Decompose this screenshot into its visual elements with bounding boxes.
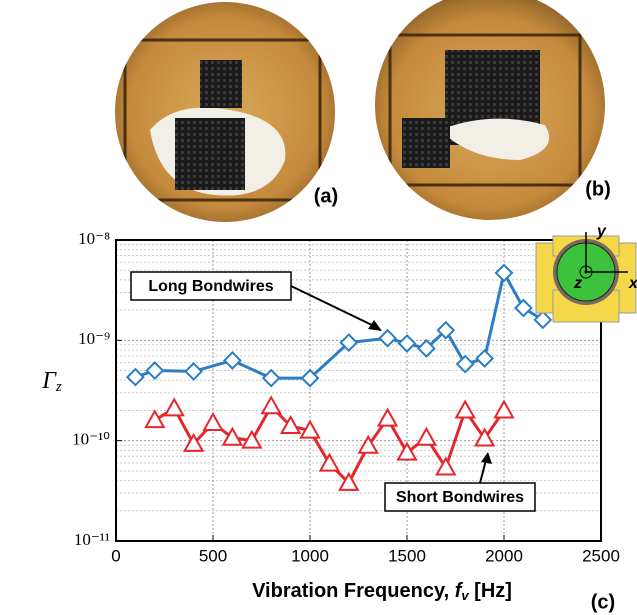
inset-label: y [596, 223, 607, 240]
plot: 10⁻¹¹ 10⁻¹⁰ 10⁻⁹ 10⁻⁸ 0 500 1000 1500 2000 2500 Vi… [41, 229, 620, 604]
x-tick-label: 2000 [485, 546, 523, 565]
marker [147, 363, 163, 379]
annotation: Long Bondwires [148, 278, 273, 295]
marker [457, 356, 473, 372]
marker [165, 399, 183, 415]
y-tick-label: 10⁻⁸ [78, 229, 110, 248]
y-tick-label: 10⁻⁹ [78, 329, 110, 348]
marker [127, 369, 143, 385]
marker [146, 411, 164, 427]
marker [437, 459, 455, 475]
inset [536, 232, 636, 322]
annotation-arrow [480, 460, 486, 483]
x-axis-label-part: [Hz] [469, 580, 512, 602]
marker [477, 350, 493, 366]
marker [417, 429, 435, 445]
x-axis-label-part: Vibration Frequency, [252, 580, 455, 602]
y-axis-label-part: Γ [41, 368, 57, 394]
photo-a [110, 0, 340, 225]
y-tick-label: 10⁻¹¹ [74, 530, 110, 549]
photo-b [370, 0, 610, 225]
marker [262, 397, 280, 413]
x-axis-label: Vibration Frequency, fv [Hz] [252, 580, 512, 603]
inset-label: x [628, 275, 637, 292]
y-axis-label: Γz [41, 368, 62, 396]
marker [204, 414, 222, 430]
marker [495, 401, 513, 417]
x-tick-label: 1000 [291, 546, 329, 565]
marker [515, 300, 531, 316]
panel-label: (a) [314, 185, 338, 207]
marker [379, 410, 397, 426]
panel-label: (c) [591, 591, 615, 613]
marker [496, 265, 512, 281]
arrow-head [481, 452, 492, 464]
x-tick-label: 2500 [582, 546, 620, 565]
marker [224, 352, 240, 368]
y-axis-label-part: z [55, 379, 62, 395]
marker [263, 370, 279, 386]
y-tick-label: 10⁻¹⁰ [72, 430, 110, 449]
marker [535, 312, 551, 328]
arrow-head [368, 320, 382, 331]
marker [456, 401, 474, 417]
marker [399, 335, 415, 351]
figure: (a) (b) (c) 10⁻¹¹ 10⁻¹⁰ 10⁻⁹ 10⁻⁸ 0 500 1000 15… [0, 0, 637, 615]
annotation: Short Bondwires [396, 489, 524, 506]
x-tick-label: 1500 [388, 546, 426, 565]
x-tick-label: 0 [111, 546, 120, 565]
panel-label: (b) [585, 178, 611, 200]
marker [320, 455, 338, 471]
marker [186, 363, 202, 379]
inset-label: z [573, 275, 582, 292]
marker [380, 330, 396, 346]
x-tick-label: 500 [199, 546, 227, 565]
